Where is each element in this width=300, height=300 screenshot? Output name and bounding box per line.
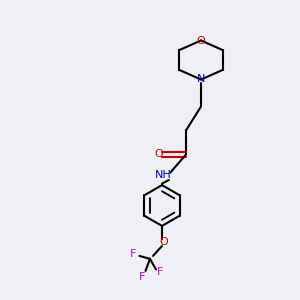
Text: O: O	[159, 237, 168, 247]
Text: F: F	[130, 249, 137, 260]
Text: N: N	[197, 74, 205, 85]
Text: F: F	[139, 272, 146, 282]
Text: O: O	[154, 149, 163, 160]
Text: O: O	[196, 35, 206, 46]
Text: NH: NH	[155, 170, 172, 181]
Text: F: F	[157, 267, 164, 278]
